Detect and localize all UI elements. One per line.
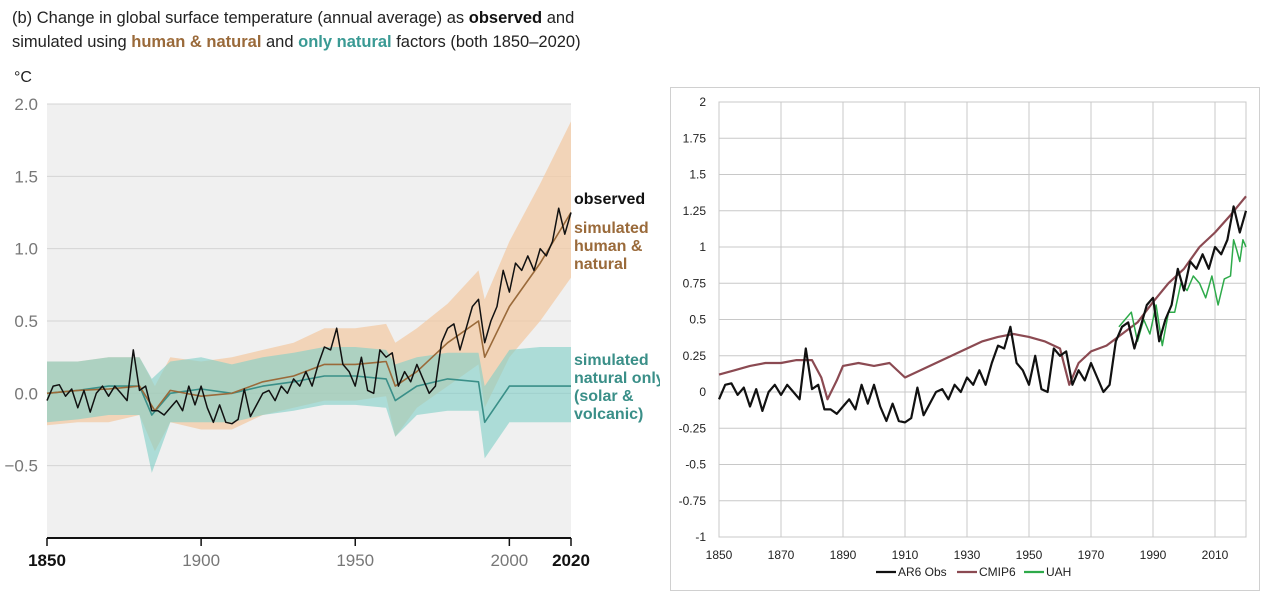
x-tick-label: 1950: [1016, 548, 1043, 562]
title-observed: observed: [468, 9, 543, 27]
natural-only-line: [46, 375, 571, 424]
uah-line: [1118, 239, 1247, 347]
human-natural-label: human &: [574, 238, 643, 255]
title-suffix: factors (both 1850–2020): [391, 33, 581, 51]
right-chart: 2 1.75 1.5 1.25 1 0.75 0.5 0.25 0 -0.25 -0.5 -0.75 -…: [679, 95, 1248, 579]
y-tick-label: -0.75: [679, 494, 707, 508]
y-tick-label: 0.25: [683, 349, 707, 363]
left-chart: 2.0 1.5 1.0 0.5 0.0 −0.5 °C 1850 1900 1950 2000 202…: [4, 69, 660, 570]
x-tick-label: 1990: [1140, 548, 1167, 562]
y-tick-label: 1.5: [689, 168, 706, 182]
plot-border: [718, 101, 1247, 538]
y-tick-label: 1.75: [683, 131, 707, 145]
x-tick-label: 1970: [1078, 548, 1105, 562]
y-tick-label: 0.5: [14, 312, 38, 331]
natural-only-range-band: [47, 347, 571, 473]
x-tick-label: 1900: [182, 551, 220, 570]
x-tick-label: 1850: [28, 551, 66, 570]
y-tick-label: -0.5: [685, 458, 706, 472]
y-tick-label: 1: [699, 240, 706, 254]
x-tick-label: 1950: [336, 551, 374, 570]
y-tick-label: 0: [699, 385, 706, 399]
cmip6-line: [718, 195, 1247, 401]
title-line2-prefix: simulated using: [12, 33, 132, 51]
x-tick-label: 1850: [706, 548, 733, 562]
y-tick-label: 1.5: [14, 167, 38, 186]
observed-label: observed: [574, 191, 645, 208]
natural-only-label: natural only: [574, 370, 660, 387]
right-chart-frame: 2 1.75 1.5 1.25 1 0.75 0.5 0.25 0 -0.25 -0.5 -0.75 -…: [670, 87, 1260, 591]
legend-label: AR6 Obs: [898, 565, 947, 579]
x-tick-label: 2010: [1202, 548, 1229, 562]
y-tick-label: −0.5: [4, 457, 38, 476]
ar6-obs-line: [717, 205, 1248, 424]
title-human: human & natural: [131, 33, 262, 51]
natural-only-label: (solar &: [574, 388, 634, 405]
human-natural-label: natural: [574, 256, 627, 273]
legend-label: CMIP6: [979, 565, 1016, 579]
observed-line: [46, 207, 572, 425]
title-and2: and: [261, 33, 299, 51]
human-natural-line: [46, 212, 572, 412]
human-natural-label: simulated: [574, 220, 649, 237]
y-tick-label: 2: [699, 95, 706, 109]
title-and1: and: [542, 9, 575, 27]
natural-only-label: simulated: [574, 352, 649, 369]
y-tick-label: 0.0: [14, 384, 38, 403]
chart-title: (b) Change in global surface temperature…: [12, 6, 662, 54]
natural-only-label: volcanic): [574, 406, 643, 423]
legend-label: UAH: [1046, 565, 1071, 579]
x-tick-label: 2000: [490, 551, 528, 570]
x-tick-label: 1890: [830, 548, 857, 562]
y-tick-label: 0.75: [683, 276, 707, 290]
x-tick-label: 2020: [552, 551, 590, 570]
y-tick-label: 1.0: [14, 240, 38, 259]
x-tick-label: 1930: [954, 548, 981, 562]
title-natural: only natural: [298, 33, 392, 51]
title-prefix: (b) Change in global surface temperature…: [12, 9, 469, 27]
y-axis-unit: °C: [14, 69, 32, 86]
y-tick-label: 2.0: [14, 95, 38, 114]
y-tick-label: -0.25: [679, 421, 707, 435]
y-tick-label: 0.5: [689, 313, 706, 327]
x-tick-label: 1910: [892, 548, 919, 562]
legend: AR6 Obs CMIP6 UAH: [876, 565, 1071, 579]
y-tick-label: 1.25: [683, 204, 707, 218]
y-tick-label: -1: [695, 530, 706, 544]
x-tick-label: 1870: [768, 548, 795, 562]
